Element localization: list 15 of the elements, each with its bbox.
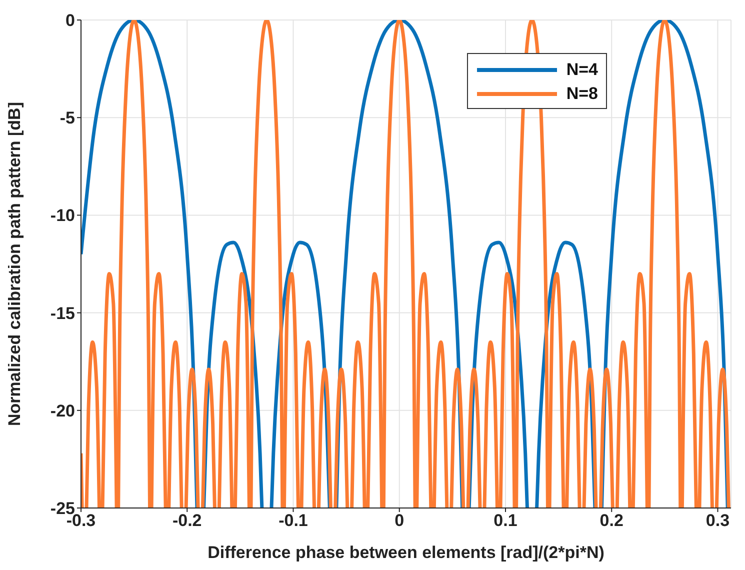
x-tick-label: -0.1 — [278, 511, 308, 530]
legend-label: N=8 — [566, 83, 598, 105]
x-tick-label: -0.2 — [172, 511, 202, 530]
x-tick-label: 0.3 — [706, 511, 730, 530]
y-tick-label: 0 — [66, 11, 75, 30]
y-axis-title: Normalized calibration path pattern [dB] — [5, 102, 24, 426]
x-axis-title: Difference phase between elements [rad]/(2*pi*N) — [208, 543, 604, 562]
legend-label: N=4 — [566, 59, 598, 81]
y-tick-label: -10 — [50, 206, 75, 226]
y-tick-label: -20 — [50, 401, 75, 420]
x-tick-label: 0 — [394, 511, 404, 530]
y-tick-label: -5 — [60, 108, 75, 128]
x-tick-label: 0.1 — [494, 511, 518, 530]
x-tick-label: 0.2 — [600, 511, 624, 530]
y-tick-label: -15 — [50, 304, 75, 323]
